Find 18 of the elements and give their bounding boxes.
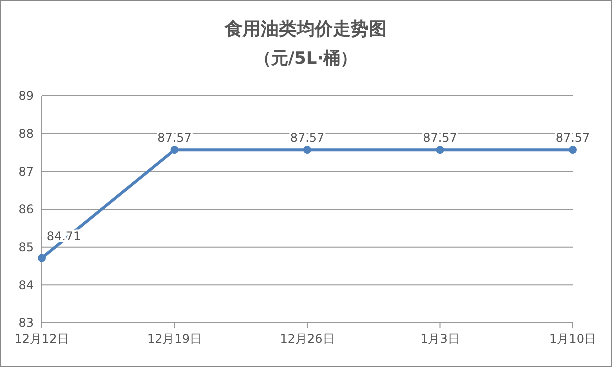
chart-subtitle: （元/5L·桶）: [254, 49, 358, 69]
data-label: 87.57: [158, 131, 192, 146]
x-tick-label: 1月10日: [550, 332, 596, 346]
data-label: 87.57: [423, 131, 458, 146]
y-tick-label: 87: [18, 164, 34, 179]
y-tick-label: 86: [18, 202, 34, 217]
y-tick-label: 83: [18, 316, 34, 330]
data-label: 87.57: [556, 131, 590, 146]
y-tick-label: 89: [18, 89, 34, 104]
x-tick-label: 1月3日: [420, 332, 460, 346]
x-tick-label: 12月19日: [147, 332, 202, 346]
y-tick-label: 88: [18, 127, 34, 142]
chart-title: 食用油类均价走势图: [224, 19, 387, 40]
x-tick-label: 12月12日: [14, 332, 70, 346]
y-tick-label: 84: [18, 278, 34, 292]
y-tick-label: 85: [18, 240, 34, 255]
data-label: 87.57: [290, 131, 325, 146]
x-tick-label: 12月26日: [280, 332, 335, 346]
